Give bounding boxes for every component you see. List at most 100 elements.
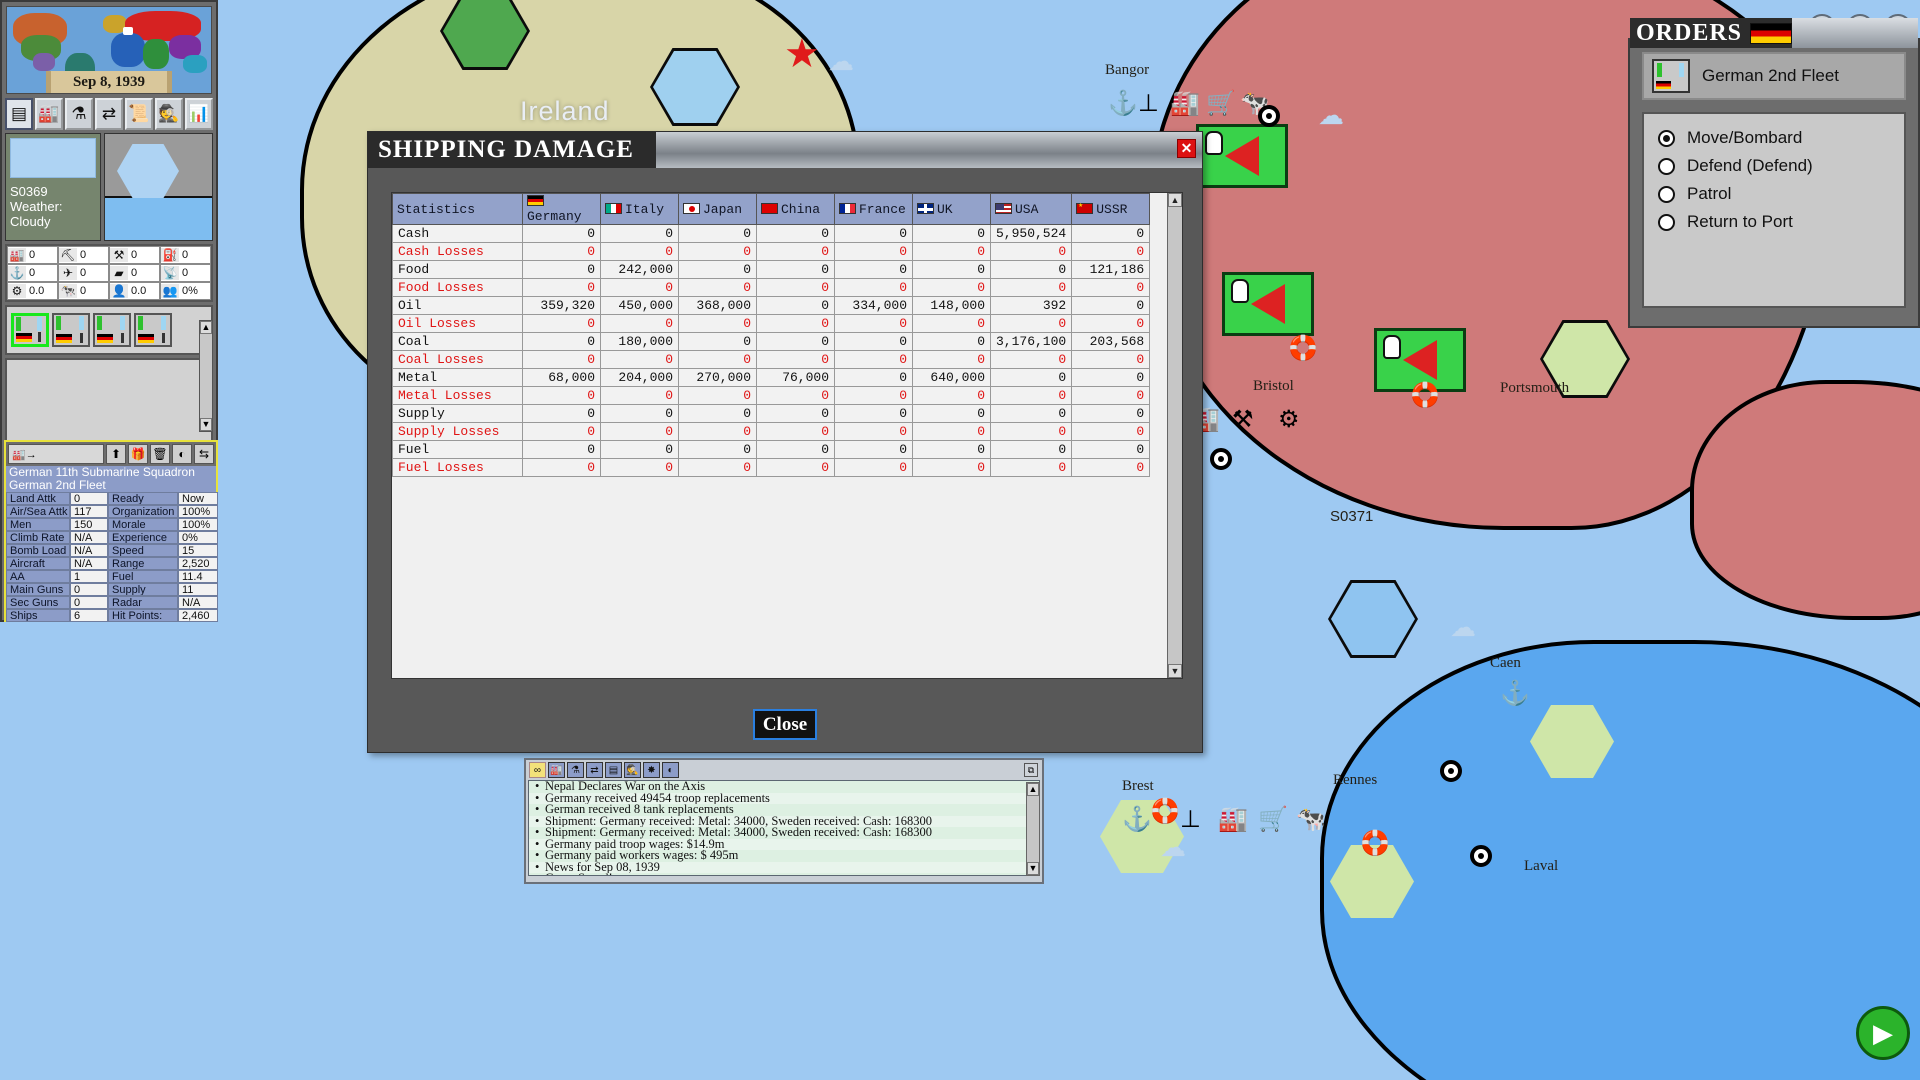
table-cell: 0 xyxy=(912,242,991,261)
stat-value: Now xyxy=(178,492,218,505)
unit-chip[interactable] xyxy=(52,313,90,347)
tools-icon: ⚒ xyxy=(110,248,128,262)
column-header-china[interactable]: China xyxy=(756,193,835,225)
column-header-italy[interactable]: Italy xyxy=(600,193,679,225)
unit-chip[interactable] xyxy=(93,313,131,347)
scroll-up-icon[interactable]: ▲ xyxy=(1027,783,1039,796)
column-header-usa[interactable]: USA xyxy=(989,193,1073,225)
resource-cell: 🏭 0 xyxy=(7,246,58,264)
delete-button[interactable]: 🗑 xyxy=(150,444,170,464)
scroll-down-icon[interactable]: ▼ xyxy=(1027,862,1039,875)
table-cell: 0 xyxy=(756,440,835,459)
news-list[interactable]: Nepal Declares War on the AxisGermany re… xyxy=(528,780,1040,876)
table-cell: 0 xyxy=(989,422,1073,441)
stat-value: N/A xyxy=(70,531,108,544)
map-hex-tile[interactable] xyxy=(1100,800,1184,873)
table-cell: 0 xyxy=(912,224,991,243)
table-cell: 203,568 xyxy=(1071,332,1151,351)
table-cell: 0 xyxy=(989,404,1073,423)
table-cell: 0 xyxy=(756,386,835,405)
table-cell: 0 xyxy=(522,386,601,405)
scroll-down-icon[interactable]: ▼ xyxy=(200,418,212,431)
order-option-defend[interactable]: Defend (Defend) xyxy=(1658,156,1904,176)
scroll-up-icon[interactable]: ▲ xyxy=(1168,193,1182,207)
map-hex-tile[interactable] xyxy=(650,48,740,126)
news-filter-toolbar[interactable]: ∞ 🏭 ⚗ ⇄ ▤ 🕵 ✸ ◐ ⧉ xyxy=(526,760,1042,780)
espionage-button[interactable]: 🕵 xyxy=(155,98,183,130)
research-news-button[interactable]: ⚗ xyxy=(567,762,584,778)
all-news-button[interactable]: ∞ xyxy=(529,762,546,778)
production-news-button[interactable]: 🏭 xyxy=(548,762,565,778)
column-header-ussr[interactable]: USSR xyxy=(1071,193,1151,225)
combat-news-button[interactable]: ✸ xyxy=(643,762,660,778)
column-header-japan[interactable]: Japan xyxy=(678,193,757,225)
hex-terrain-view[interactable] xyxy=(104,133,213,241)
column-header-germany[interactable]: Germany xyxy=(522,193,601,225)
scroll-up-icon[interactable]: ▲ xyxy=(200,321,212,334)
radio-icon[interactable] xyxy=(1658,213,1675,231)
map-hex-tile[interactable] xyxy=(1540,320,1630,398)
sidebar-toolbar[interactable]: ▤ 🏭 ⚗ ⇄ 📜 🕵 📊 xyxy=(5,98,213,130)
statistics-button[interactable]: 📊 xyxy=(185,98,213,130)
unit-chip[interactable] xyxy=(134,313,172,347)
research-button[interactable]: ⚗ xyxy=(65,98,93,130)
map-hex-tile[interactable] xyxy=(1530,705,1614,778)
resource-cell: 🐄 0 xyxy=(58,282,109,300)
table-cell: 0 xyxy=(756,350,835,369)
map-unit-counter[interactable] xyxy=(1222,272,1314,336)
trade-news-button[interactable]: ⇄ xyxy=(586,762,603,778)
map-label-bristol: Bristol xyxy=(1253,378,1294,394)
trade-button[interactable]: ⇄ xyxy=(95,98,123,130)
up-arrow-button[interactable]: ⬆ xyxy=(106,444,126,464)
close-button[interactable]: Close xyxy=(753,709,817,740)
news-scrollbar[interactable]: ▲ ▼ xyxy=(1026,782,1040,876)
unit-list-panel[interactable] xyxy=(5,358,213,446)
production-button[interactable]: 🏭 xyxy=(35,98,63,130)
map-label-brest: Brest xyxy=(1122,778,1154,794)
orders-unit-card[interactable]: German 2nd Fleet xyxy=(1642,52,1906,100)
table-cell: 0 xyxy=(678,314,757,333)
world-minimap[interactable]: Sep 8, 1939 xyxy=(6,6,212,94)
diplomacy-button[interactable]: 📜 xyxy=(125,98,153,130)
column-header-statistics[interactable]: Statistics xyxy=(392,193,523,225)
stat-key: Bomb Load xyxy=(6,544,70,557)
unit-detail-toolbar[interactable]: 🏭→ ⬆ 🎁 🗑 ◐ ⇆ xyxy=(8,444,214,464)
table-row: Food 0 242,000 0 0 0 0 0 121,186 xyxy=(392,260,1151,279)
column-header-france[interactable]: France xyxy=(834,193,913,225)
city-marker-icon[interactable] xyxy=(1470,845,1492,867)
diplomacy-news-button[interactable]: ▤ xyxy=(605,762,622,778)
radio-icon[interactable] xyxy=(1658,185,1675,203)
map-unit-counter[interactable] xyxy=(1196,124,1288,188)
contrast-button[interactable]: ◐ xyxy=(172,444,192,464)
radio-icon[interactable] xyxy=(1658,129,1675,147)
city-marker-icon[interactable] xyxy=(1258,105,1280,127)
gift-button[interactable]: 🎁 xyxy=(128,444,148,464)
column-header-uk[interactable]: UK xyxy=(912,193,991,225)
map-hex-tile[interactable] xyxy=(1330,845,1414,918)
sidebar-scrollbar[interactable]: ▲ ▼ xyxy=(199,320,213,432)
city-marker-icon[interactable] xyxy=(1210,448,1232,470)
radio-icon[interactable] xyxy=(1658,157,1675,175)
order-option-move-bombard[interactable]: Move/Bombard xyxy=(1658,128,1904,148)
order-option-return-to-port[interactable]: Return to Port xyxy=(1658,212,1904,232)
unit-chip[interactable] xyxy=(11,313,49,347)
reports-button[interactable]: ▤ xyxy=(5,98,33,130)
table-scrollbar[interactable]: ▲ ▼ xyxy=(1167,193,1182,678)
espionage-news-button[interactable]: 🕵 xyxy=(624,762,641,778)
scroll-down-icon[interactable]: ▼ xyxy=(1168,664,1182,678)
map-unit-counter[interactable] xyxy=(1374,328,1466,392)
table-cell: 0 xyxy=(834,404,913,423)
map-hex-tile[interactable] xyxy=(1328,580,1418,658)
resource-cell: ⛏ 0 xyxy=(58,246,109,264)
close-icon[interactable]: ✕ xyxy=(1177,139,1196,158)
order-option-patrol[interactable]: Patrol xyxy=(1658,184,1904,204)
next-turn-button[interactable]: ▶ xyxy=(1856,1006,1910,1060)
city-marker-icon[interactable] xyxy=(1440,760,1462,782)
swap-button[interactable]: ⇆ xyxy=(194,444,214,464)
convoy-icon: 🛟 xyxy=(1360,830,1390,857)
contrast-news-button[interactable]: ◐ xyxy=(662,762,679,778)
unit-stack-bar[interactable] xyxy=(5,305,213,355)
play-icon: ▶ xyxy=(1873,1017,1893,1048)
maximize-icon[interactable]: ⧉ xyxy=(1024,763,1038,777)
table-cell: 0 xyxy=(756,404,835,423)
